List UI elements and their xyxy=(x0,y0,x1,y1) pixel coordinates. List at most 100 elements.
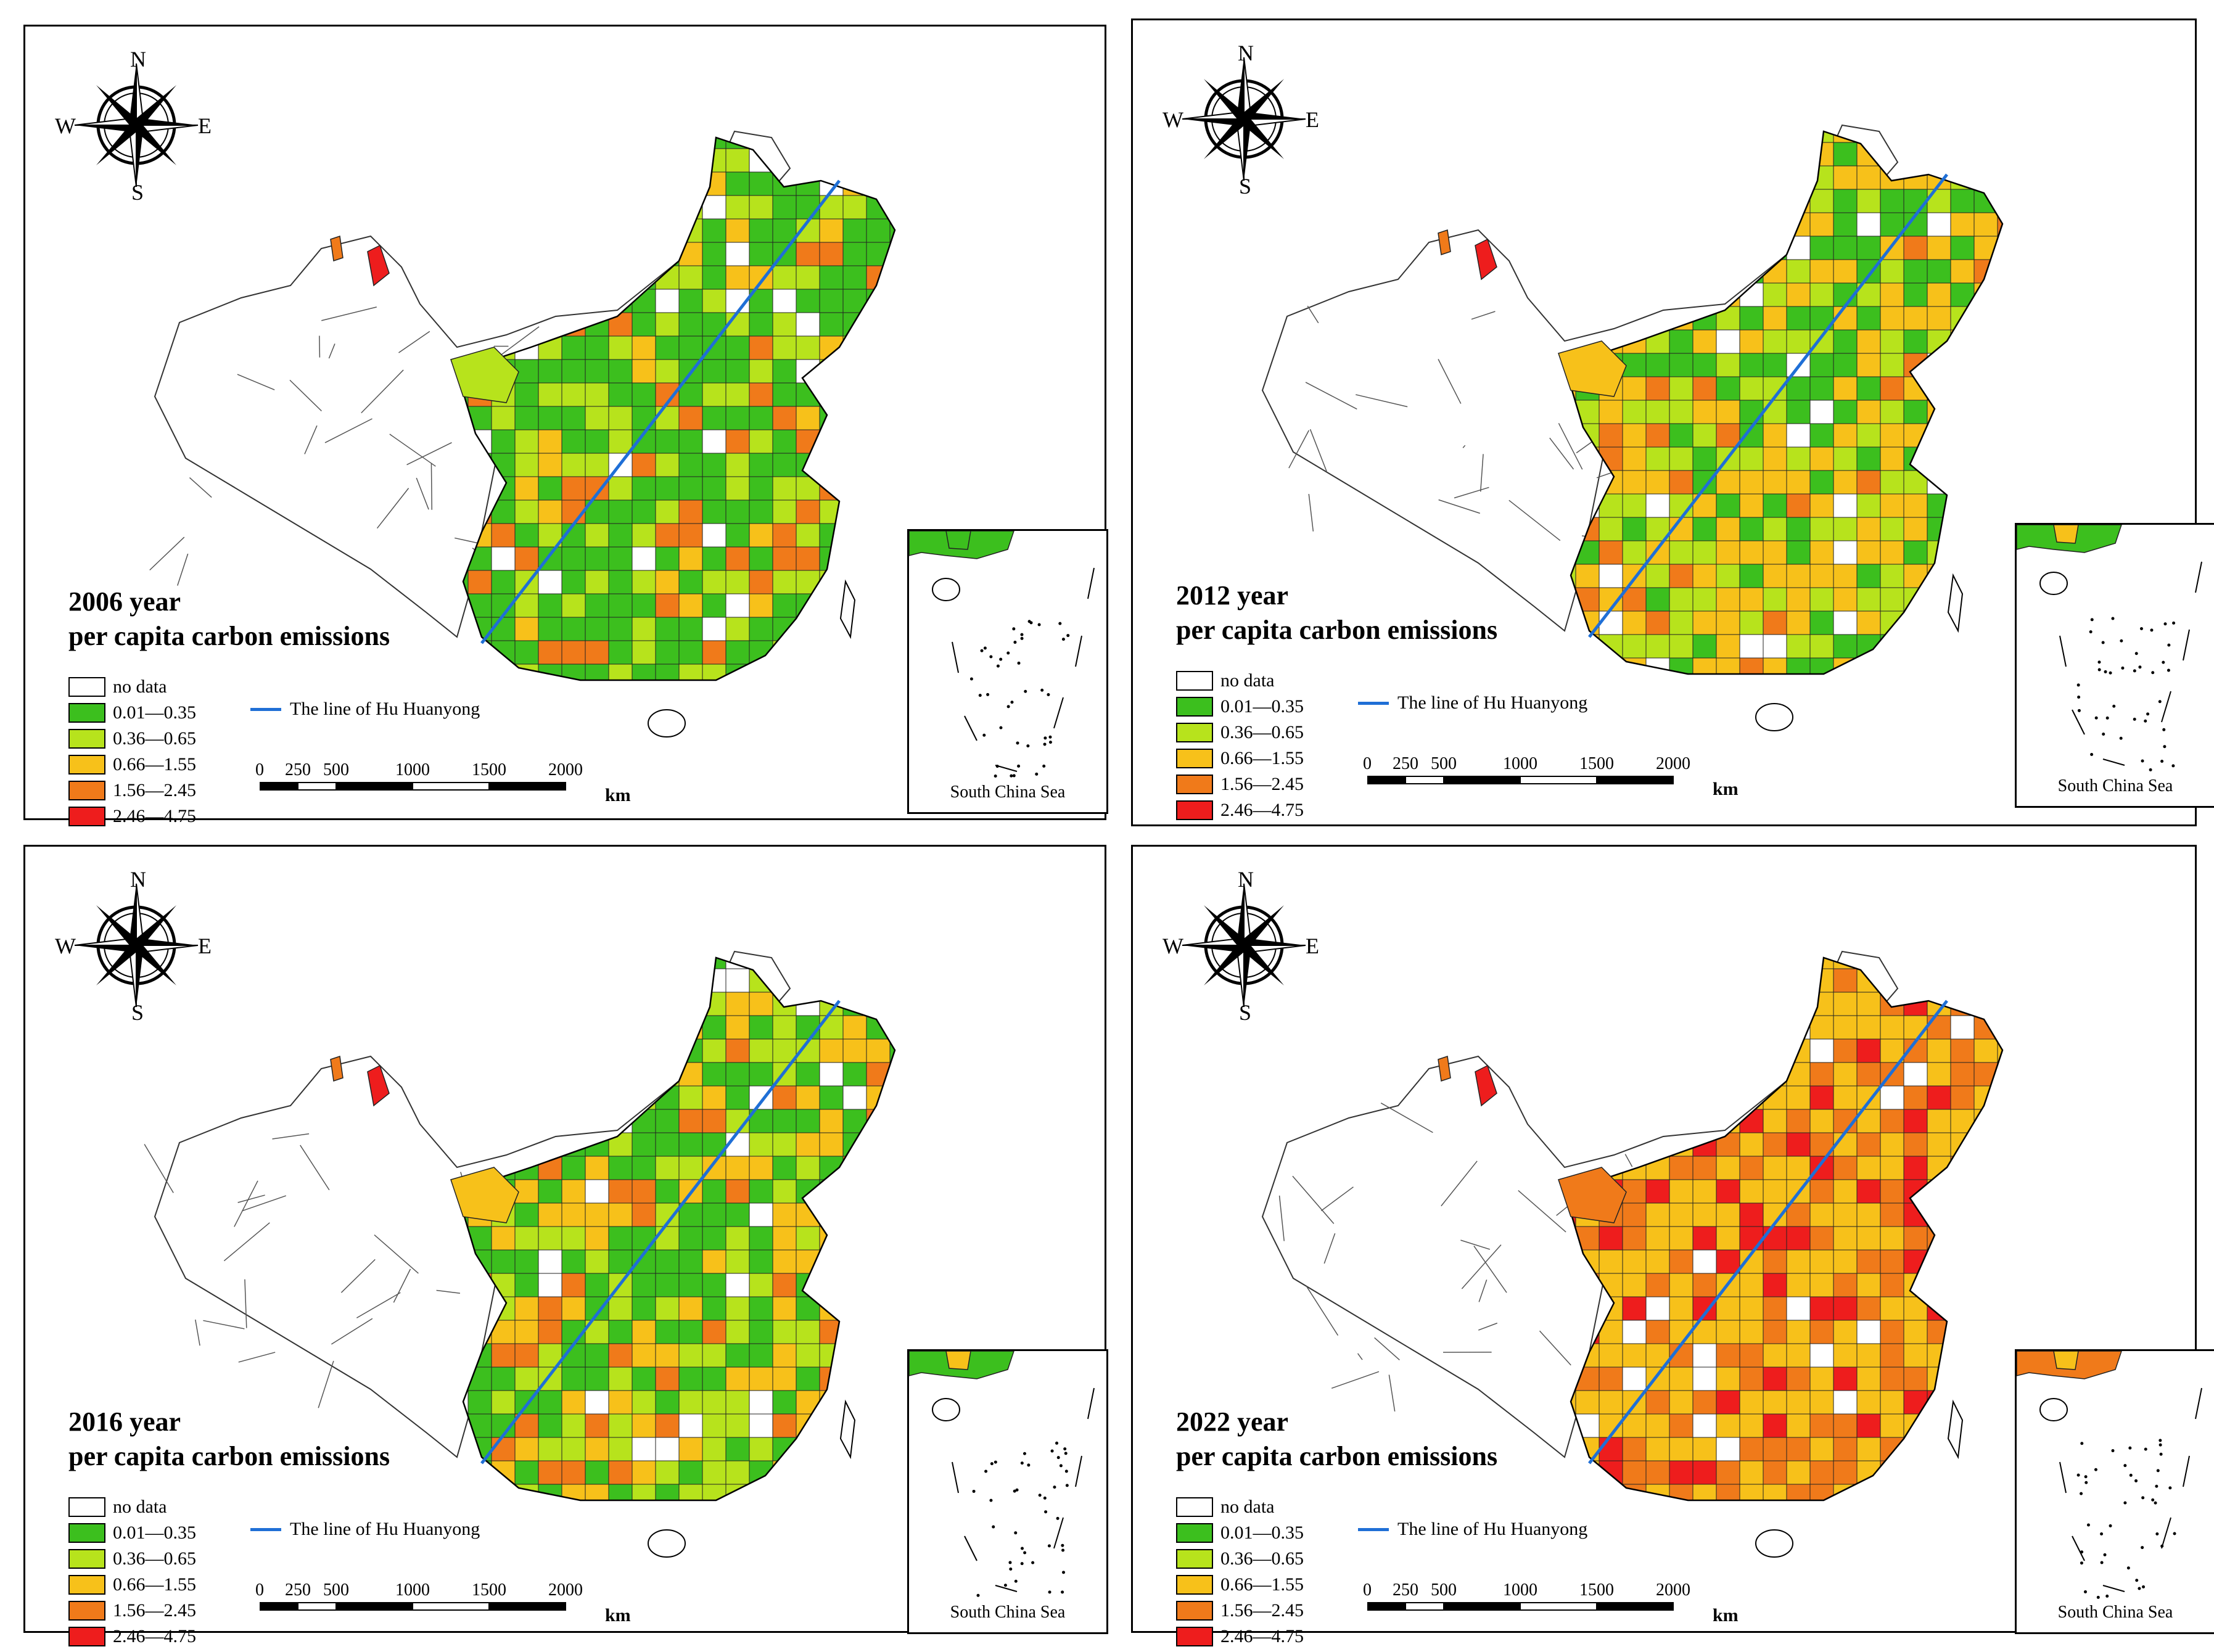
year-title: 2022 year xyxy=(1176,1407,1289,1437)
hu-huanyong-line xyxy=(1588,173,1948,638)
hu-line-label: The line of Hu Huanyong xyxy=(1397,1519,1588,1539)
legend-swatch xyxy=(1176,749,1213,768)
hu-huanyong-line xyxy=(480,179,841,644)
legend-label: 1.56—2.45 xyxy=(1220,1600,1304,1621)
legend-item: no data xyxy=(1176,668,1304,694)
legend-label: 2.46—4.75 xyxy=(1220,800,1304,820)
map-subtitle: per capita carbon emissions xyxy=(68,1441,390,1471)
legend-item: 0.66—1.55 xyxy=(68,1572,196,1598)
compass-label-n: N xyxy=(1238,41,1254,65)
scale-tick-label: 1500 xyxy=(1579,754,1614,773)
hu-line-legend: The line of Hu Huanyong xyxy=(1358,1519,1587,1540)
scale-tick-label: 2000 xyxy=(548,1580,583,1600)
scale-bar: 0 250 500 1000 1500 2000 km xyxy=(1363,1580,1739,1625)
legend-swatch xyxy=(1176,800,1213,820)
legend-swatch xyxy=(68,755,105,775)
legend-label: no data xyxy=(1220,1497,1275,1517)
compass-rose-icon: N S E W xyxy=(1163,867,1319,1025)
hu-line-legend: The line of Hu Huanyong xyxy=(1358,692,1587,713)
scale-tick-label: 2000 xyxy=(548,760,583,779)
legend-item: 0.36—0.65 xyxy=(1176,720,1304,746)
scale-tick-label: 1500 xyxy=(472,1580,506,1600)
map-panel: N S E W 2016 year per capita carbon emission… xyxy=(23,845,1108,1646)
legend-swatch xyxy=(68,1523,105,1543)
legend-item: no data xyxy=(1176,1494,1304,1520)
inset-label: South China Sea xyxy=(2057,776,2173,795)
legend-swatch xyxy=(1176,775,1213,794)
scale-tick-label: 1500 xyxy=(1579,1580,1614,1600)
legend-item: 1.56—2.45 xyxy=(68,1598,196,1624)
legend-swatch xyxy=(1176,697,1213,717)
legend-swatch xyxy=(68,781,105,800)
legend-item: 0.01—0.35 xyxy=(1176,694,1304,720)
compass-label-e: E xyxy=(1306,107,1319,132)
compass-label-w: W xyxy=(55,113,76,138)
legend-swatch xyxy=(68,1601,105,1621)
map-subtitle: per capita carbon emissions xyxy=(68,621,390,651)
china-map xyxy=(1261,950,2004,1558)
scale-tick-label: 1000 xyxy=(1503,754,1537,773)
map-title: 2006 year per capita carbon emissions xyxy=(68,585,390,654)
legend-item: 0.66—1.55 xyxy=(68,752,196,778)
legend-item: 1.56—2.45 xyxy=(1176,1598,1304,1624)
compass-label-n: N xyxy=(130,47,146,72)
scale-tick-label: 0 xyxy=(1363,1580,1372,1600)
legend-item: 1.56—2.45 xyxy=(68,778,196,803)
scale-tick-label: 0 xyxy=(255,760,264,779)
scale-tick-label: 500 xyxy=(1431,754,1457,773)
scale-unit: km xyxy=(1713,1605,1739,1625)
year-title: 2012 year xyxy=(1176,580,1289,610)
legend-label: no data xyxy=(1220,670,1275,691)
compass-label-n: N xyxy=(130,867,146,892)
legend-label: 0.36—0.65 xyxy=(1220,722,1304,742)
legend-item: no data xyxy=(68,674,196,700)
scale-tick-label: 2000 xyxy=(1656,754,1690,773)
compass-label-s: S xyxy=(1239,1000,1252,1025)
legend-label: 0.01—0.35 xyxy=(113,702,196,723)
legend-label: 2.46—4.75 xyxy=(113,806,196,826)
scale-tick-label: 2000 xyxy=(1656,1580,1690,1600)
scale-unit: km xyxy=(1713,779,1739,799)
legend-label: 1.56—2.45 xyxy=(1220,774,1304,794)
legend-label: 0.01—0.35 xyxy=(1220,696,1304,717)
legend: no data 0.01—0.35 0.36—0.65 0.66—1.55 1.… xyxy=(1176,668,1304,823)
legend-swatch xyxy=(68,1627,105,1646)
legend-swatch xyxy=(68,677,105,697)
legend-label: 2.46—4.75 xyxy=(1220,1626,1304,1646)
legend-item: 2.46—4.75 xyxy=(1176,797,1304,823)
legend-label: no data xyxy=(113,676,167,697)
legend-item: 0.36—0.65 xyxy=(1176,1546,1304,1572)
legend-label: 0.66—1.55 xyxy=(1220,748,1304,768)
legend-item: 2.46—4.75 xyxy=(68,803,196,829)
legend-item: 0.66—1.55 xyxy=(1176,1572,1304,1598)
compass-label-e: E xyxy=(1306,934,1319,958)
legend-swatch xyxy=(1176,671,1213,691)
map-panel: N S E W 2022 year per capita carbon emission… xyxy=(1131,845,2214,1646)
china-map xyxy=(149,130,896,738)
hu-line-swatch xyxy=(1358,1527,1389,1531)
hu-line-swatch xyxy=(1358,701,1389,705)
legend-swatch xyxy=(1176,1627,1213,1646)
hu-line-legend: The line of Hu Huanyong xyxy=(250,699,480,720)
inset-label: South China Sea xyxy=(2057,1603,2173,1622)
hu-line-label: The line of Hu Huanyong xyxy=(290,699,480,719)
legend-label: 1.56—2.45 xyxy=(113,1600,196,1621)
hu-line-legend: The line of Hu Huanyong xyxy=(250,1519,480,1540)
scale-tick-label: 1000 xyxy=(1503,1580,1537,1600)
inset-label: South China Sea xyxy=(950,783,1066,802)
legend-swatch xyxy=(68,1575,105,1595)
legend-label: 0.01—0.35 xyxy=(113,1523,196,1543)
compass-rose-icon: N S E W xyxy=(1163,41,1319,199)
south-china-sea-inset: South China Sea xyxy=(907,1349,1108,1634)
legend-swatch xyxy=(1176,1575,1213,1595)
legend-label: no data xyxy=(113,1497,167,1517)
legend-swatch xyxy=(68,729,105,749)
legend-label: 1.56—2.45 xyxy=(113,780,196,800)
scale-unit: km xyxy=(605,1605,631,1625)
legend-swatch xyxy=(1176,723,1213,742)
south-china-sea-inset: South China Sea xyxy=(2015,1349,2214,1634)
hu-line-label: The line of Hu Huanyong xyxy=(1397,692,1588,713)
map-title: 2022 year per capita carbon emissions xyxy=(1176,1405,1497,1474)
legend-label: 2.46—4.75 xyxy=(113,1626,196,1646)
scale-tick-label: 500 xyxy=(1431,1580,1457,1600)
